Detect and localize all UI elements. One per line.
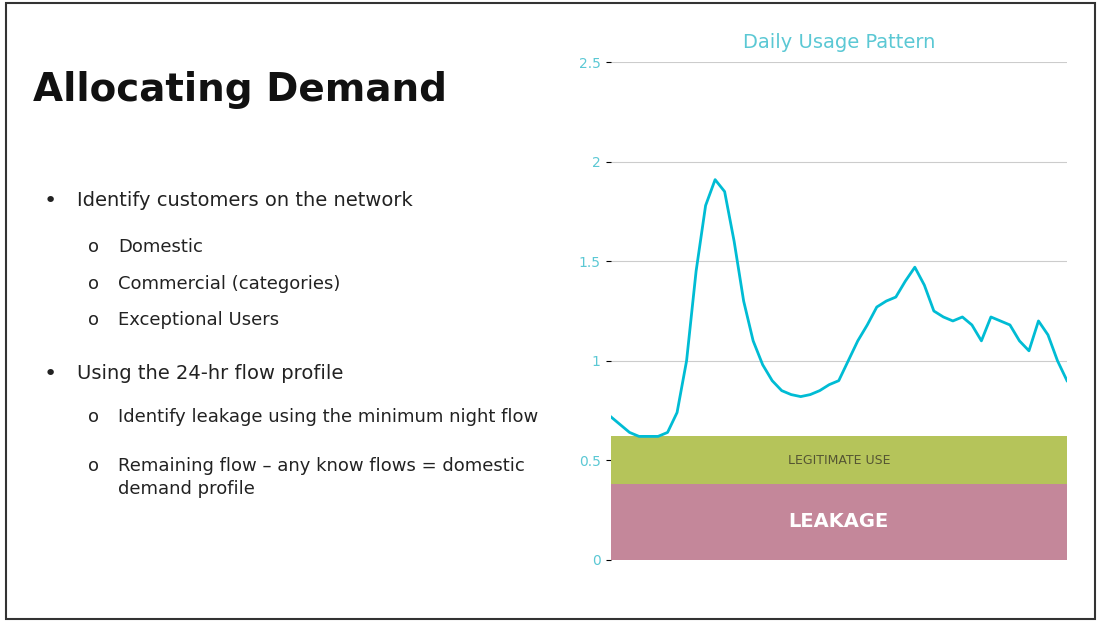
Text: o: o (88, 274, 99, 292)
Text: Identify customers on the network: Identify customers on the network (77, 192, 412, 210)
Text: Commercial (categories): Commercial (categories) (119, 274, 341, 292)
Text: Exceptional Users: Exceptional Users (119, 311, 279, 329)
Text: o: o (88, 238, 99, 256)
Text: LEGITIMATE USE: LEGITIMATE USE (788, 454, 890, 466)
Text: Identify leakage using the minimum night flow: Identify leakage using the minimum night… (119, 407, 539, 425)
Text: o: o (88, 457, 99, 475)
Title: Daily Usage Pattern: Daily Usage Pattern (742, 34, 935, 52)
Bar (610, 484, 1067, 560)
Text: •: • (44, 192, 57, 211)
Text: o: o (88, 407, 99, 425)
Bar (610, 437, 1067, 484)
Text: o: o (88, 311, 99, 329)
Text: LEAKAGE: LEAKAGE (789, 513, 889, 531)
Text: Allocating Demand: Allocating Demand (33, 71, 447, 109)
Text: Using the 24-hr flow profile: Using the 24-hr flow profile (77, 364, 343, 383)
Text: Remaining flow – any know flows = domestic
demand profile: Remaining flow – any know flows = domest… (119, 457, 525, 498)
Text: •: • (44, 364, 57, 384)
Text: Domestic: Domestic (119, 238, 204, 256)
